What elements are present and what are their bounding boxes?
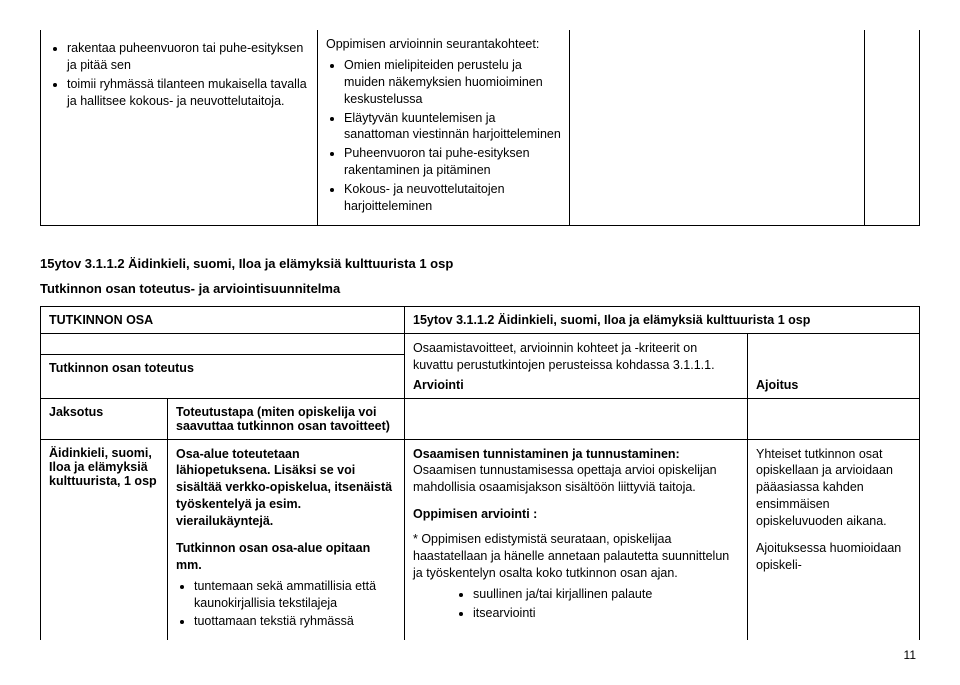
list-item: suullinen ja/tai kirjallinen palaute [473,586,739,603]
top-right-list: Omien mielipiteiden perustelu ja muiden … [344,57,561,215]
list-item: rakentaa puheenvuoron tai puhe-esityksen… [67,40,309,74]
list-item: Puheenvuoron tai puhe-esityksen rakentam… [344,145,561,179]
arviointi-list: suullinen ja/tai kirjallinen palaute its… [473,586,739,622]
empty-cell [41,333,405,354]
arviointi-hd1: Osaamisen tunnistaminen ja tunnustaminen… [413,446,739,463]
page-number: 11 [40,648,920,662]
list-item: itsearviointi [473,605,739,622]
toteutus-header: Tutkinnon osan toteutus [41,354,405,398]
arviointi-cell: Osaamisen tunnistaminen ja tunnustaminen… [405,439,748,640]
toteutustapa-p2: Tutkinnon osan osa-alue opitaan mm. [176,540,396,574]
arviointi-p2: * Oppimisen edistymistä seurataan, opisk… [413,531,739,582]
list-item: tuottamaan tekstiä ryhmässä [194,613,396,630]
ajoitus-cell: Yhteiset tutkinnon osat opiskellaan ja a… [748,439,920,640]
tutkinnon-osa-label: TUTKINNON OSA [41,306,405,333]
jaksotus-text: Äidinkieli, suomi, Iloa ja elämyksiä kul… [49,446,157,488]
top-right-intro: Oppimisen arvioinnin seurantakohteet: [326,36,561,53]
tutkinnon-osa-value: 15ytov 3.1.1.2 Äidinkieli, suomi, Iloa j… [405,306,920,333]
empty-cell [748,398,920,439]
section-title: 15ytov 3.1.1.2 Äidinkieli, suomi, Iloa j… [40,256,920,271]
arviointi-p1: Osaamisen tunnustamisessa opettaja arvio… [413,462,739,496]
osaamistavoite-cell: Osaamistavoitteet, arvioinnin kohteet ja… [405,333,748,398]
ajoitus-p1: Yhteiset tutkinnon osat opiskellaan ja a… [756,446,911,530]
jaksotus-header: Jaksotus [41,398,168,439]
list-item: tuntemaan sekä ammatillisia että kaunoki… [194,578,396,612]
top-right-cell: Oppimisen arvioinnin seurantakohteet: Om… [318,30,570,225]
list-item: toimii ryhmässä tilanteen mukaisella tav… [67,76,309,110]
sub-title: Tutkinnon osan toteutus- ja arviointisuu… [40,281,920,296]
top-empty-cell-2 [865,30,920,225]
toteutustapa-cell: Osa-alue toteutetaan lähiopetuksena. Lis… [168,439,405,640]
list-item: Kokous- ja neuvottelutaitojen harjoittel… [344,181,561,215]
bottom-table: TUTKINNON OSA 15ytov 3.1.1.2 Äidinkieli,… [40,306,920,641]
top-table: rakentaa puheenvuoron tai puhe-esityksen… [40,30,920,226]
arviointi-header: Arviointi [413,378,739,392]
toteutustapa-header: Toteutustapa (miten opiskelija voi saavu… [168,398,405,439]
empty-cell [405,398,748,439]
list-item: Omien mielipiteiden perustelu ja muiden … [344,57,561,108]
top-left-cell: rakentaa puheenvuoron tai puhe-esityksen… [41,30,318,225]
list-item: Eläytyvän kuuntelemisen ja sanattoman vi… [344,110,561,144]
ajoitus-p2: Ajoituksessa huomioidaan opiskeli- [756,540,911,574]
toteutustapa-list: tuntemaan sekä ammatillisia että kaunoki… [194,578,396,631]
ajoitus-header: Ajoitus [748,333,920,398]
toteutustapa-p1: Osa-alue toteutetaan lähiopetuksena. Lis… [176,446,396,530]
top-left-list: rakentaa puheenvuoron tai puhe-esityksen… [67,40,309,110]
jaksotus-cell: Äidinkieli, suomi, Iloa ja elämyksiä kul… [41,439,168,640]
arviointi-hd2: Oppimisen arviointi : [413,506,739,523]
osaamistavoite-text: Osaamistavoitteet, arvioinnin kohteet ja… [413,340,739,374]
top-empty-cell-1 [570,30,865,225]
